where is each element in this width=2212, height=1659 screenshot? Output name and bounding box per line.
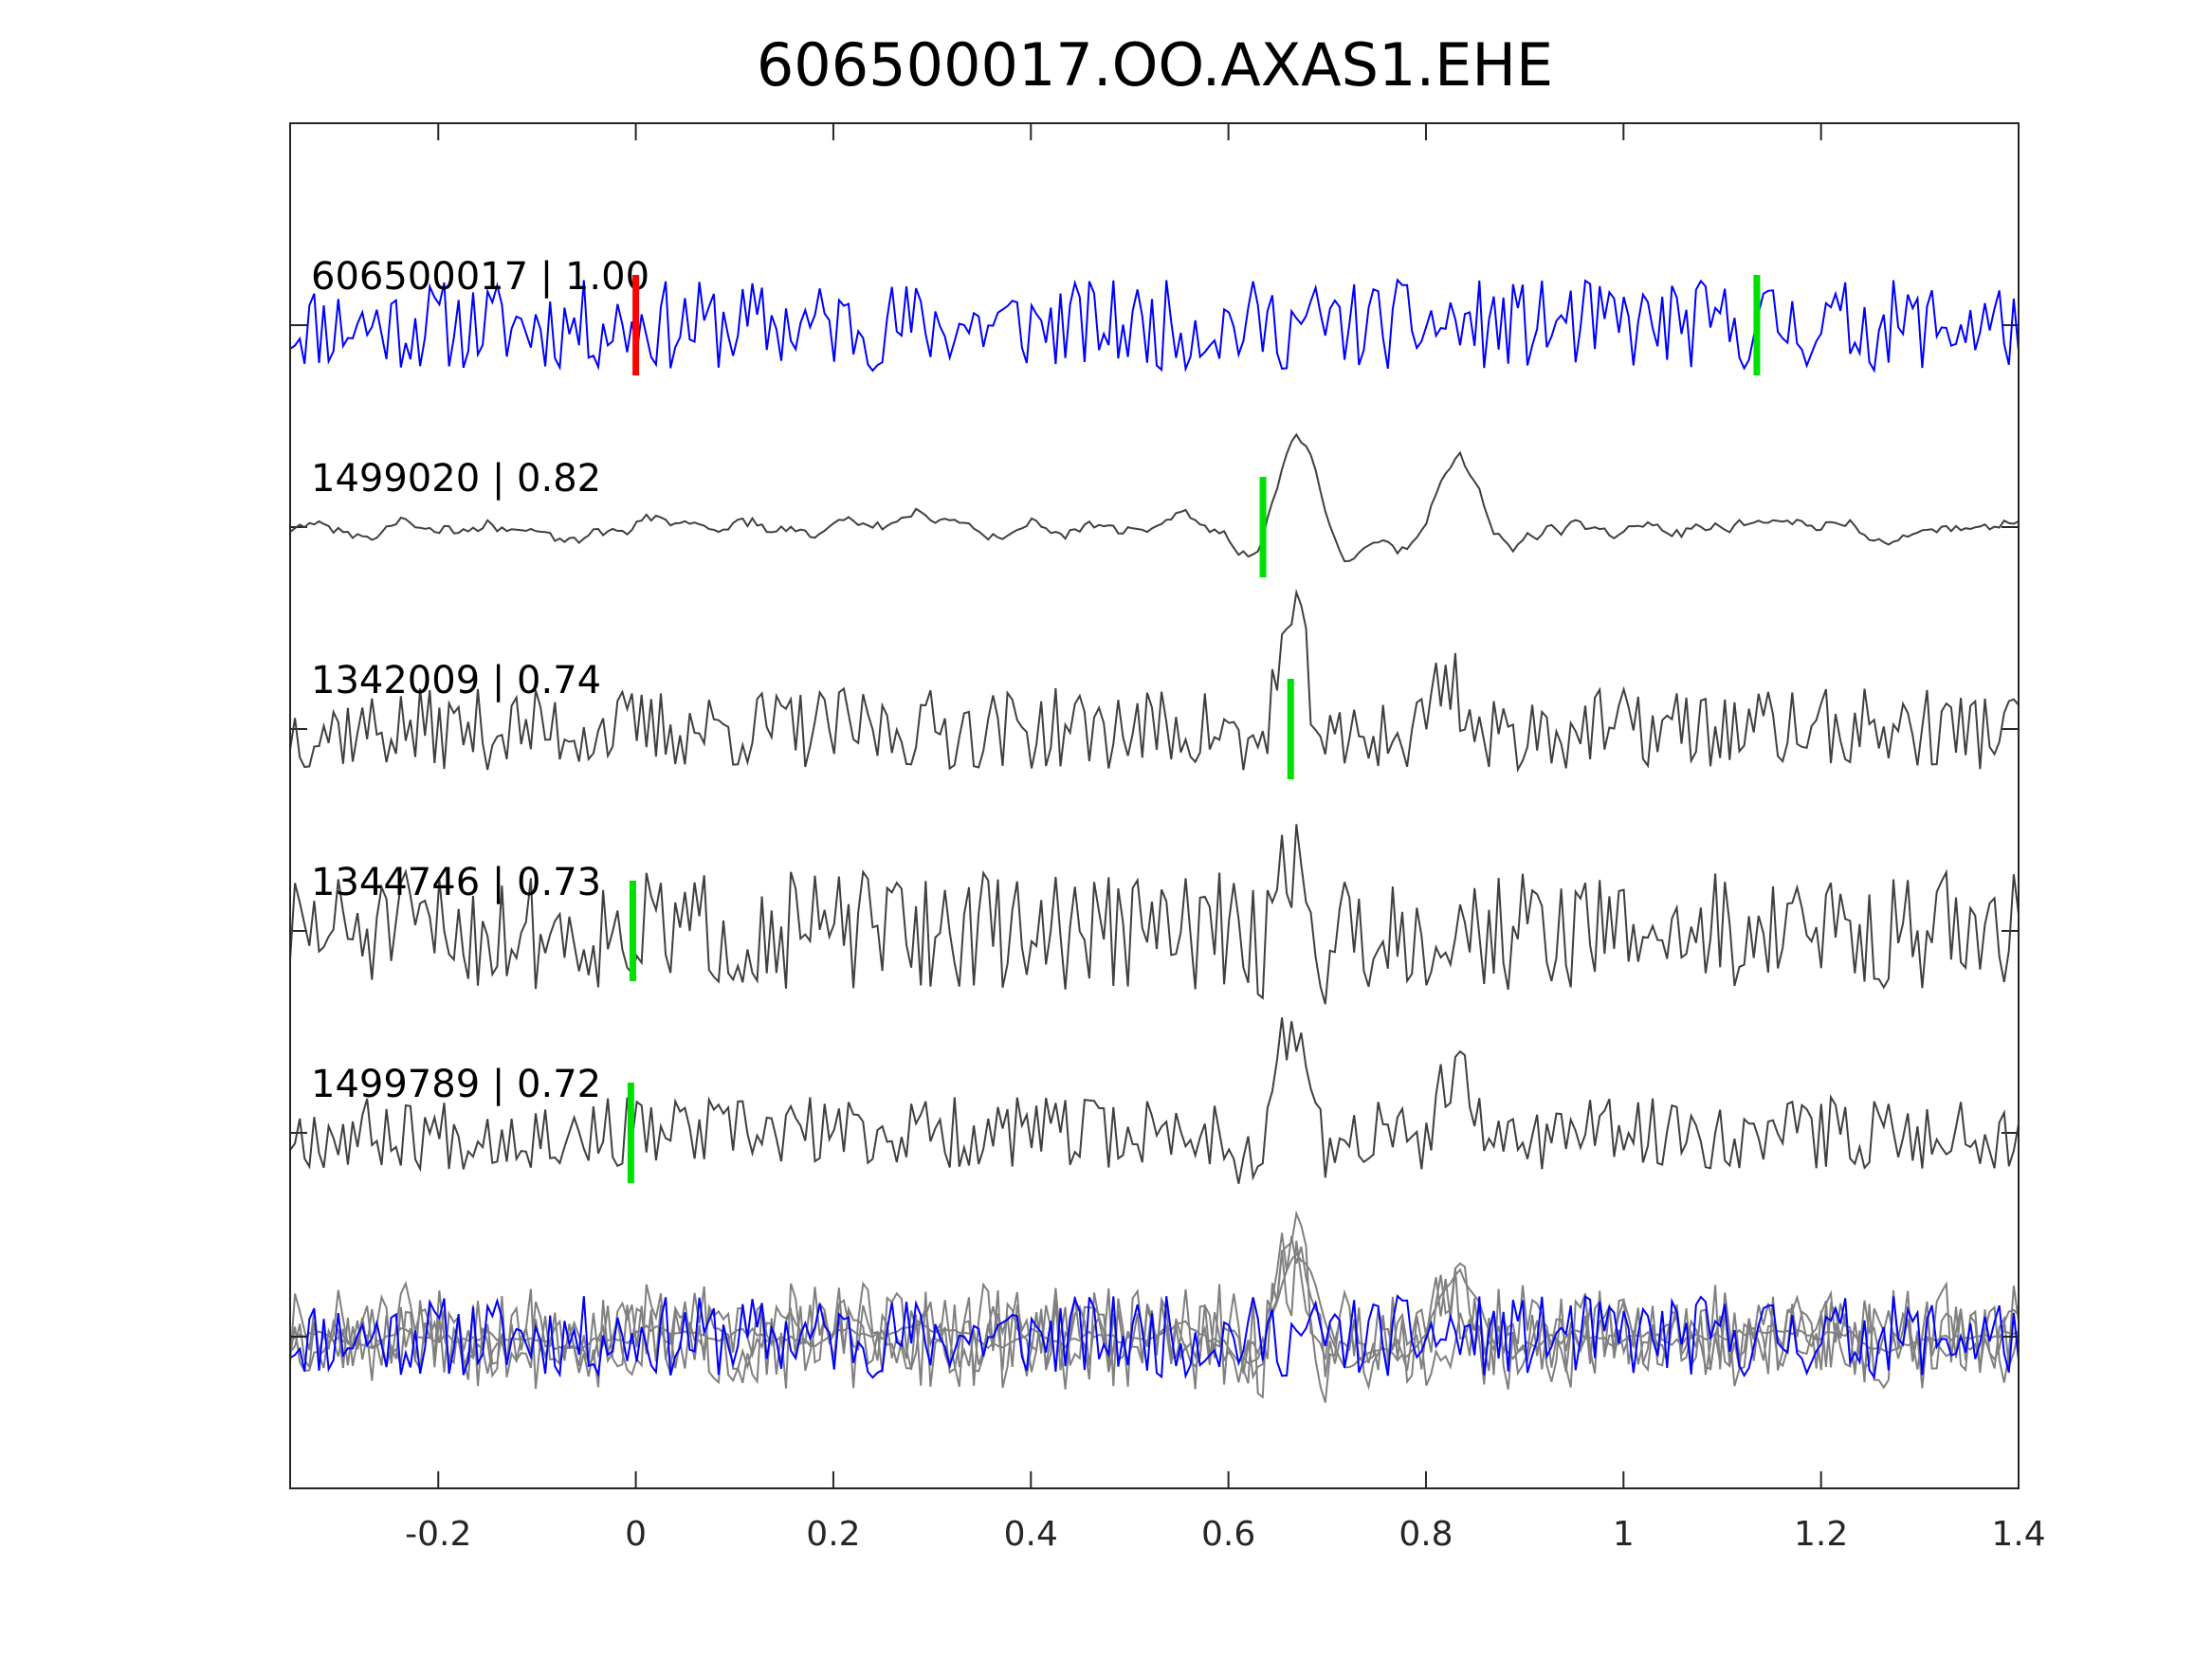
trace-line-3: [289, 824, 2020, 1005]
x-tick-label: -0.2: [405, 1515, 471, 1554]
traces-group: 606500017 | 1.00 1499020 | 0.82 1342009 | …: [289, 255, 2020, 1403]
stack-trace-line: [289, 1232, 2020, 1383]
x-axis: -0.2 0 0.2 0.4 0.6 0.8 1 1.2 1.4: [405, 123, 2046, 1554]
trace-line-2: [289, 588, 2020, 773]
trace-line-4: [289, 1017, 2020, 1184]
trace-line-1: [289, 432, 2020, 563]
x-tick-label: 1.4: [1991, 1515, 2045, 1554]
x-tick-label: 0.6: [1201, 1515, 1255, 1554]
trace-label: 606500017 | 1.00: [311, 255, 649, 299]
x-tick-label: 0: [625, 1515, 647, 1554]
trace-label: 1499020 | 0.82: [311, 457, 601, 501]
axes-frame: [289, 122, 2020, 1489]
x-tick-label: 0.4: [1004, 1515, 1058, 1554]
trace-label: 1499789 | 0.72: [311, 1063, 601, 1106]
trace-label: 1344746 | 0.73: [311, 861, 601, 904]
x-tick-label: 1: [1613, 1515, 1635, 1554]
chart-title: 606500017.OO.AXAS1.EHE: [757, 30, 1553, 100]
x-tick-label: 1.2: [1794, 1515, 1848, 1554]
trace-label: 1342009 | 0.74: [311, 659, 601, 702]
x-tick-label: 0.2: [806, 1515, 860, 1554]
trace-line-0: [289, 278, 2020, 374]
x-tick-label: 0.8: [1398, 1515, 1453, 1554]
stack-trace-line: [289, 1294, 2020, 1380]
